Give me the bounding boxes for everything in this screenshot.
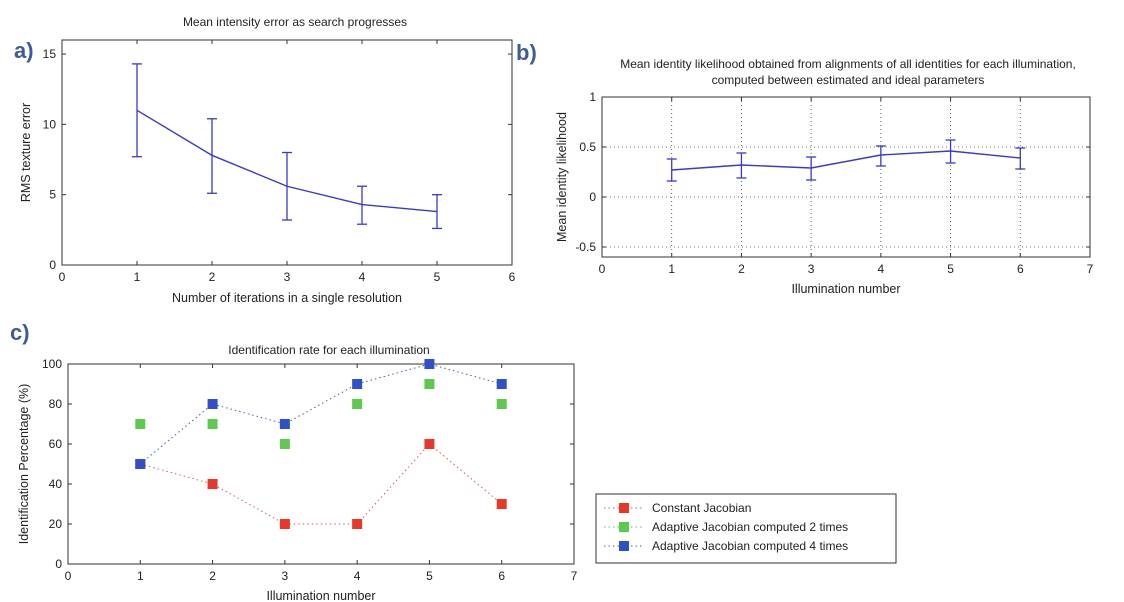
x-tick-label-3: 3 xyxy=(282,569,289,583)
data-point-s1-3 xyxy=(279,519,290,529)
legend-label-2: Adaptive Jacobian computed 2 times xyxy=(652,520,848,534)
error-bar-4 xyxy=(875,145,886,167)
x-tick-label-6: 6 xyxy=(1017,262,1024,276)
x-tick-label-3: 3 xyxy=(284,270,291,284)
error-bar-6 xyxy=(1015,147,1026,170)
x-tick-label-0: 0 xyxy=(65,569,72,583)
y-axis-label: Mean identity likelihood xyxy=(555,112,569,242)
error-bar-4 xyxy=(357,185,367,225)
chart-a: 0 1 2 3 4 5 6 0 5 10 15 Mean intensity error as sea… xyxy=(19,15,516,305)
x-tick-label-6: 6 xyxy=(498,569,505,583)
y-tick-label-5: 100 xyxy=(42,357,62,371)
data-point-s2-3 xyxy=(279,439,290,449)
x-tick-label-7: 7 xyxy=(1087,262,1094,276)
y-tick-label-2: 10 xyxy=(43,117,57,131)
chart-c: 0 1 2 3 4 5 6 7 0 20 40 60 80 100 Identification rate … xyxy=(17,343,897,602)
y-tick-label-2: 40 xyxy=(49,477,63,491)
x-tick-label-1: 1 xyxy=(134,270,141,284)
series-line-3 xyxy=(139,363,502,465)
x-tick-label-1: 1 xyxy=(668,262,675,276)
data-point-s2-4 xyxy=(352,399,363,409)
data-point-s2-1 xyxy=(135,419,146,429)
y-tick-label-0: 0 xyxy=(49,258,56,272)
legend-marker-3 xyxy=(619,541,629,551)
plot-frame xyxy=(67,363,575,565)
data-point-s1-2 xyxy=(207,479,218,489)
data-point-s1-6 xyxy=(496,499,507,509)
chart-title-line-2: computed between estimated and ideal par… xyxy=(712,73,985,87)
panel-label-a: a) xyxy=(14,38,34,63)
x-axis-label: Number of iterations in a single resolut… xyxy=(172,291,402,305)
y-tick-label-1: 5 xyxy=(49,188,56,202)
y-tick-label-0: -0.5 xyxy=(575,240,596,254)
chart-title-line-1: Mean identity likelihood obtained from a… xyxy=(620,57,1076,71)
x-tick-label-0: 0 xyxy=(599,262,606,276)
x-tick-label-4: 4 xyxy=(354,569,361,583)
legend-label-3: Adaptive Jacobian computed 4 times xyxy=(652,539,848,553)
legend-box xyxy=(595,493,897,564)
panel-label-b: b) xyxy=(516,40,537,65)
series-line-1 xyxy=(140,443,503,525)
x-tick-label-0: 0 xyxy=(59,270,66,284)
data-point-s3-2 xyxy=(207,399,218,409)
plot-frame xyxy=(601,96,1091,258)
chart-title: Identification rate for each illuminatio… xyxy=(228,343,429,357)
y-tick-label-4: 80 xyxy=(49,397,63,411)
series-line-1 xyxy=(671,150,1021,171)
chart-title: Mean intensity error as search progresse… xyxy=(183,15,407,29)
data-point-s3-5 xyxy=(424,359,435,369)
data-point-s1-5 xyxy=(424,439,435,449)
series-line-1 xyxy=(136,109,438,213)
x-tick-label-5: 5 xyxy=(947,262,954,276)
legend: Constant Jacobian Adaptive Jacobian compu… xyxy=(595,493,897,564)
x-axis-label: Illumination number xyxy=(266,589,375,602)
y-axis-label: RMS texture error xyxy=(19,103,33,202)
data-point-s1-4 xyxy=(352,519,363,529)
y-tick-label-0: 0 xyxy=(55,557,62,571)
data-point-s3-1 xyxy=(135,459,146,469)
x-tick-label-2: 2 xyxy=(738,262,745,276)
y-tick-label-3: 15 xyxy=(43,47,57,61)
x-tick-label-6: 6 xyxy=(509,270,516,284)
x-axis-label: Illumination number xyxy=(791,282,900,296)
x-tick-label-3: 3 xyxy=(808,262,815,276)
x-tick-label-2: 2 xyxy=(209,270,216,284)
legend-marker-2 xyxy=(619,522,629,532)
x-tick-label-4: 4 xyxy=(359,270,366,284)
data-point-s2-5 xyxy=(424,379,435,389)
y-tick-label-1: 20 xyxy=(49,517,63,531)
data-point-s3-6 xyxy=(496,379,507,389)
legend-marker-1 xyxy=(619,503,629,513)
x-tick-label-1: 1 xyxy=(137,569,144,583)
y-tick-label-3: 1 xyxy=(589,90,596,104)
y-tick-label-2: 0.5 xyxy=(579,140,596,154)
data-point-s3-3 xyxy=(279,419,290,429)
legend-label-1: Constant Jacobian xyxy=(652,501,751,515)
data-point-s2-6 xyxy=(496,399,507,409)
data-point-s3-4 xyxy=(352,379,363,389)
x-tick-label-7: 7 xyxy=(571,569,578,583)
panel-label-c: c) xyxy=(10,320,30,345)
x-tick-label-4: 4 xyxy=(878,262,885,276)
x-tick-label-5: 5 xyxy=(426,569,433,583)
y-axis-label: Identification Percentage (%) xyxy=(17,384,31,545)
x-tick-label-2: 2 xyxy=(209,569,216,583)
y-tick-label-3: 60 xyxy=(49,437,63,451)
x-tick-label-5: 5 xyxy=(434,270,441,284)
y-tick-label-1: 0 xyxy=(589,190,596,204)
data-point-s2-2 xyxy=(207,419,218,429)
